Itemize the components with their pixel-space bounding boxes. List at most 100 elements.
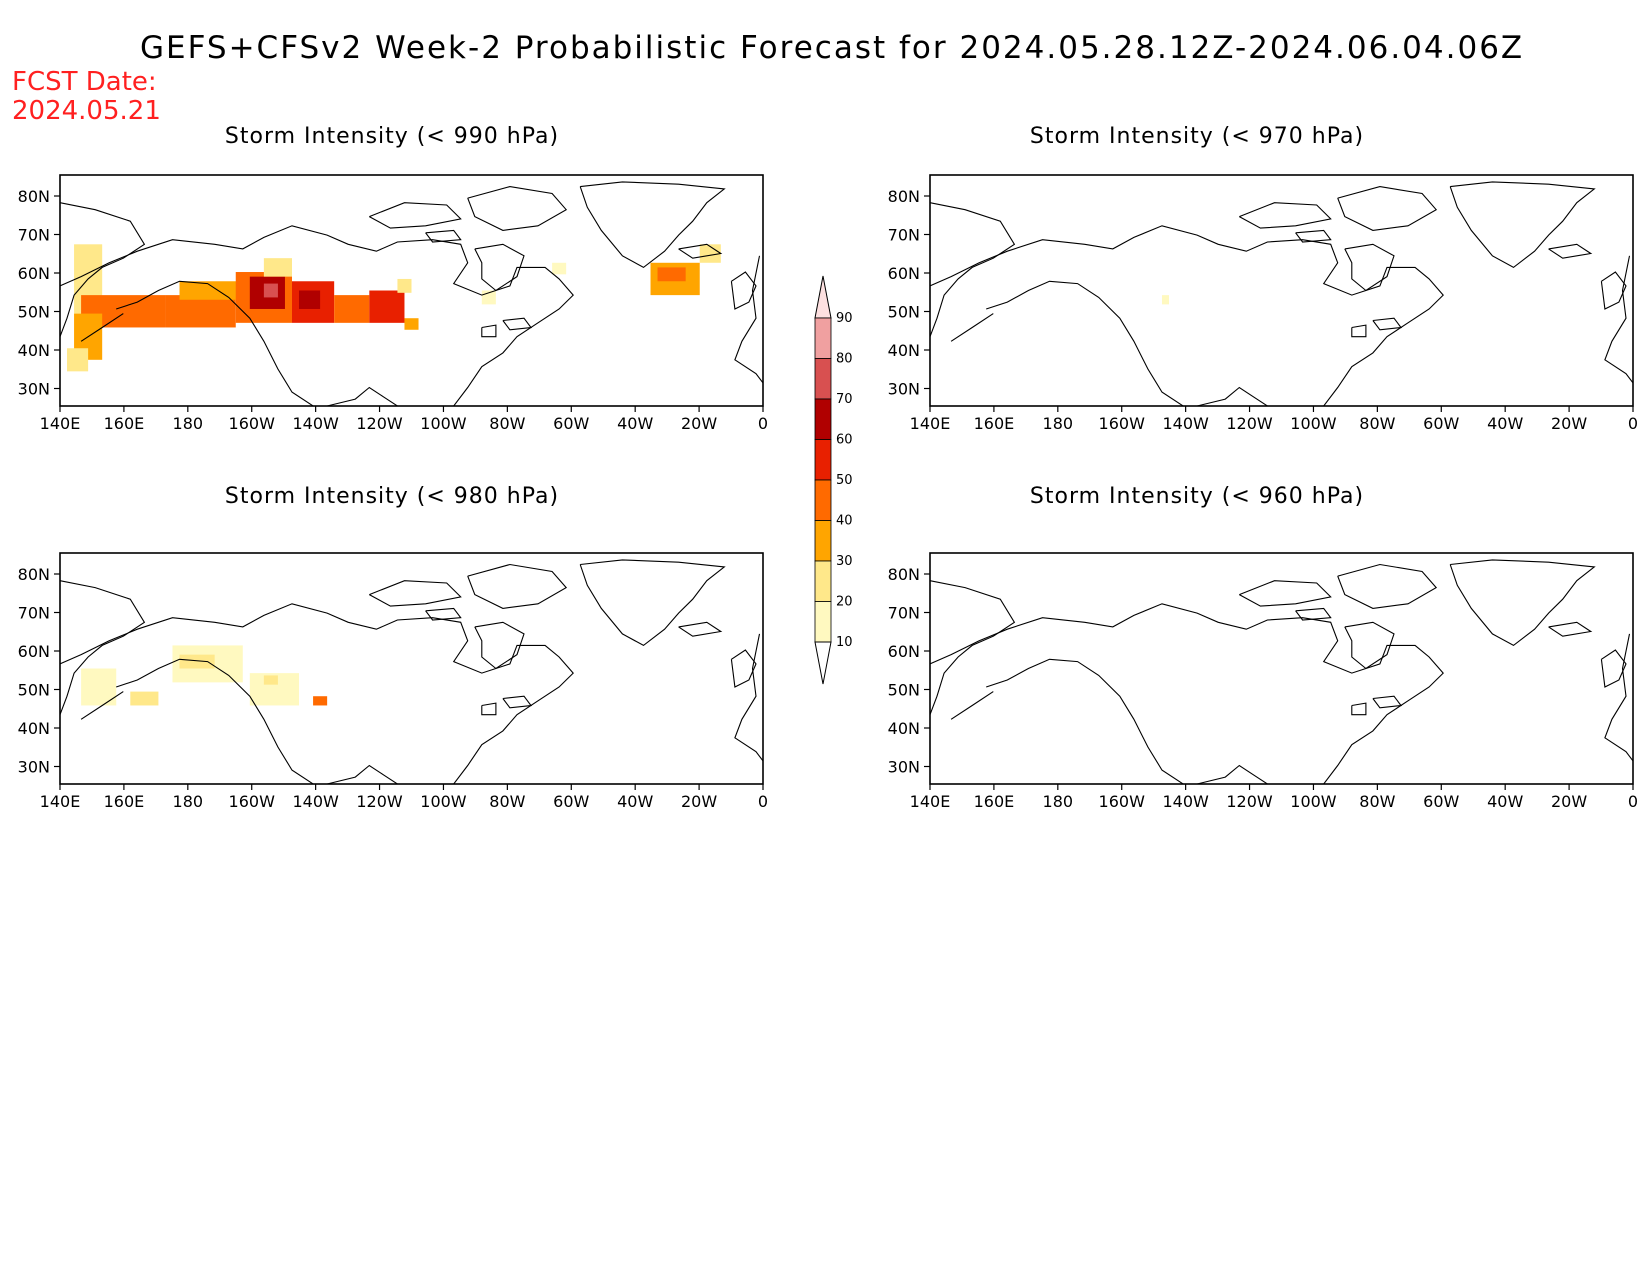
lon-label: 160W: [1099, 414, 1146, 433]
coastline: [1337, 563, 1438, 609]
coastline: [950, 691, 994, 720]
probability-shading-cell: [397, 278, 412, 293]
coastline: [929, 202, 1016, 337]
coastline: [1351, 702, 1367, 716]
lon-label: 140W: [292, 792, 339, 811]
colorbar-segment: [814, 317, 832, 359]
lon-label: 60W: [553, 414, 589, 433]
lon-label: 80W: [489, 792, 525, 811]
coastline: [579, 559, 726, 647]
forecast-date: FCST Date: 2024.05.21: [12, 68, 161, 126]
probability-shading-cell: [299, 290, 321, 309]
lon-label: 0: [1628, 792, 1638, 811]
coastline: [579, 181, 726, 269]
lon-label: 160E: [974, 792, 1015, 811]
lon-label: 0: [1628, 414, 1638, 433]
coastline: [734, 633, 764, 762]
colorbar-segment: [814, 439, 832, 481]
coastline: [59, 603, 574, 785]
coastline: [1449, 181, 1596, 269]
colorbar-label: 40: [836, 514, 853, 529]
lon-label: 0: [758, 414, 768, 433]
coastline: [929, 603, 1444, 785]
panel-title-990: Storm Intensity (< 990 hPa): [224, 124, 560, 149]
lat-label: 40N: [18, 341, 50, 360]
lon-label: 160E: [974, 414, 1015, 433]
lon-label: 60W: [1423, 414, 1459, 433]
probability-shading-cell: [263, 675, 278, 685]
lat-label: 50N: [18, 303, 50, 322]
lat-label: 70N: [18, 604, 50, 623]
lon-label: 140E: [40, 792, 81, 811]
panel-title-960: Storm Intensity (< 960 hPa): [1029, 484, 1365, 509]
coastline: [59, 580, 146, 715]
probability-shading-cell: [130, 691, 159, 706]
lat-label: 30N: [888, 758, 920, 777]
colorbar-segment: [814, 601, 832, 643]
coastline: [481, 324, 497, 338]
colorbar-top-triangle: [814, 275, 832, 319]
probability-shading-cell: [81, 668, 117, 706]
lat-label: 60N: [18, 264, 50, 283]
lon-label: 20W: [681, 414, 717, 433]
lon-label: 0: [758, 792, 768, 811]
lon-label: 60W: [1423, 792, 1459, 811]
coastline: [59, 225, 574, 407]
coastline: [734, 255, 764, 384]
lon-label: 180: [1043, 792, 1074, 811]
lon-label: 160W: [229, 414, 276, 433]
lon-label: 100W: [420, 792, 467, 811]
coastline: [1239, 580, 1332, 607]
probability-shading-cell: [179, 654, 215, 669]
lat-label: 70N: [888, 226, 920, 245]
coastline: [1449, 559, 1596, 647]
colorbar-label: 20: [836, 595, 853, 610]
colorbar-segment: [814, 358, 832, 400]
lon-label: 140W: [1162, 414, 1209, 433]
coastline: [502, 317, 533, 331]
lat-label: 40N: [888, 719, 920, 738]
lat-label: 80N: [18, 187, 50, 206]
panel-frame: [929, 552, 1634, 785]
panel-frame: [929, 174, 1634, 407]
lat-label: 60N: [18, 642, 50, 661]
colorbar-label: 60: [836, 433, 853, 448]
lon-label: 140E: [910, 792, 951, 811]
lon-label: 100W: [1290, 414, 1337, 433]
coastline: [474, 243, 525, 292]
coastline: [1604, 633, 1634, 762]
probability-shading-cell: [67, 348, 89, 372]
coastline: [1351, 324, 1367, 338]
coastline: [80, 313, 124, 342]
lat-label: 70N: [18, 226, 50, 245]
lat-label: 30N: [18, 758, 50, 777]
probability-shading-cell: [1161, 295, 1170, 305]
coastline: [1372, 317, 1403, 331]
coastline: [481, 702, 497, 716]
coastline: [80, 691, 124, 720]
lat-label: 60N: [888, 642, 920, 661]
colorbar-segment: [814, 560, 832, 602]
coastline: [1604, 255, 1634, 384]
map-panel-970: 80N 70N 60N 50N 40N 30N 140E 160E 180 160W 140W 120…: [888, 174, 1638, 433]
coastline: [502, 695, 533, 709]
coastline: [1344, 243, 1395, 292]
colorbar-label: 70: [836, 392, 853, 407]
lon-label: 20W: [1551, 792, 1587, 811]
lat-label: 50N: [18, 681, 50, 700]
panel-frame: [59, 174, 764, 407]
lat-label: 50N: [888, 681, 920, 700]
lon-label: 120W: [1226, 792, 1273, 811]
lat-label: 80N: [18, 565, 50, 584]
lon-label: 180: [173, 414, 204, 433]
lon-label: 40W: [1487, 414, 1523, 433]
panel-frame: [59, 552, 764, 785]
lat-label: 40N: [888, 341, 920, 360]
probability-shading-cell: [404, 318, 419, 330]
lon-label: 140W: [1162, 792, 1209, 811]
coastline: [467, 186, 568, 231]
probability-shading-cell: [552, 262, 567, 275]
coastline: [929, 225, 1444, 407]
map-panel-960: 80N 70N 60N 50N 40N 30N 140E 160E 180 160W 140W 120…: [888, 552, 1638, 811]
coastline: [1372, 695, 1403, 709]
